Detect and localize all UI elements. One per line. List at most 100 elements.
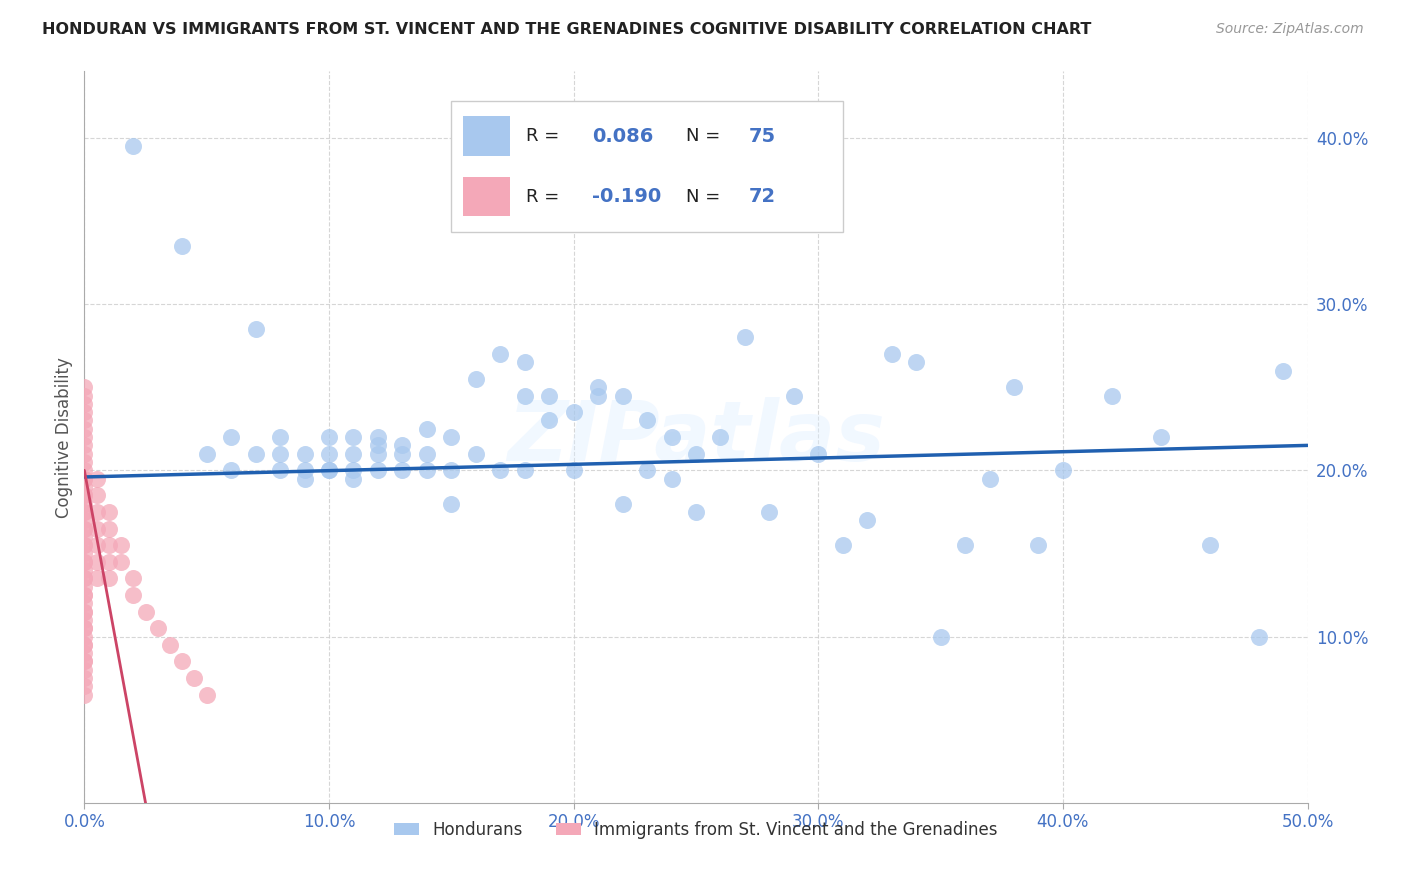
Point <box>86 472 108 486</box>
Point <box>73 638 96 652</box>
Point <box>86 488 108 502</box>
Point <box>73 655 96 669</box>
Point <box>73 555 96 569</box>
Point <box>464 447 486 461</box>
Point <box>953 538 976 552</box>
Point <box>318 463 340 477</box>
Point <box>342 472 364 486</box>
Point <box>342 463 364 477</box>
Point <box>73 621 96 635</box>
Point <box>73 588 96 602</box>
Point <box>122 139 145 153</box>
Point <box>73 663 96 677</box>
Point <box>73 413 96 427</box>
Point <box>73 380 96 394</box>
Point <box>73 613 96 627</box>
Point <box>73 430 96 444</box>
Point <box>562 463 585 477</box>
Point <box>73 546 96 560</box>
Point <box>391 447 413 461</box>
Point <box>391 463 413 477</box>
Point <box>440 463 463 477</box>
Point <box>73 630 96 644</box>
Point <box>86 571 108 585</box>
Point <box>73 472 96 486</box>
Point <box>294 463 316 477</box>
Point <box>73 538 96 552</box>
Point <box>318 447 340 461</box>
Point <box>219 430 242 444</box>
Point <box>86 555 108 569</box>
Point <box>73 580 96 594</box>
Point <box>416 463 439 477</box>
Point <box>73 688 96 702</box>
Point <box>97 521 120 535</box>
Point <box>391 438 413 452</box>
Point <box>416 422 439 436</box>
Point <box>73 605 96 619</box>
Point <box>440 497 463 511</box>
Point <box>73 397 96 411</box>
Point <box>269 463 291 477</box>
Point <box>513 355 536 369</box>
Point <box>97 538 120 552</box>
Point <box>73 671 96 685</box>
Point <box>342 447 364 461</box>
Point <box>73 505 96 519</box>
Point <box>1052 463 1074 477</box>
Point <box>318 430 340 444</box>
Point <box>636 463 658 477</box>
Point <box>73 638 96 652</box>
Point <box>269 430 291 444</box>
Point <box>586 380 609 394</box>
Point <box>73 596 96 610</box>
Point <box>97 505 120 519</box>
Point <box>929 630 952 644</box>
Point <box>86 505 108 519</box>
Point <box>661 472 683 486</box>
Point <box>612 497 634 511</box>
Point <box>269 447 291 461</box>
Point <box>73 521 96 535</box>
Point <box>538 388 561 402</box>
Point <box>1272 363 1295 377</box>
Point <box>758 505 780 519</box>
Point <box>513 463 536 477</box>
Point <box>73 447 96 461</box>
Text: Source: ZipAtlas.com: Source: ZipAtlas.com <box>1216 22 1364 37</box>
Point <box>856 513 879 527</box>
Point <box>905 355 928 369</box>
Point <box>73 530 96 544</box>
Point <box>416 447 439 461</box>
Point <box>73 571 96 585</box>
Point <box>1101 388 1123 402</box>
Point <box>440 430 463 444</box>
Point <box>538 413 561 427</box>
Point <box>219 463 242 477</box>
Point <box>73 538 96 552</box>
Point <box>73 388 96 402</box>
Point <box>122 571 145 585</box>
Point <box>73 505 96 519</box>
Point <box>586 388 609 402</box>
Point <box>110 538 132 552</box>
Text: ZIPatlas: ZIPatlas <box>508 397 884 477</box>
Point <box>146 621 169 635</box>
Point <box>73 405 96 419</box>
Text: HONDURAN VS IMMIGRANTS FROM ST. VINCENT AND THE GRENADINES COGNITIVE DISABILITY : HONDURAN VS IMMIGRANTS FROM ST. VINCENT … <box>42 22 1091 37</box>
Point <box>636 413 658 427</box>
Point <box>159 638 181 652</box>
Point <box>73 463 96 477</box>
Point <box>294 447 316 461</box>
Point <box>73 621 96 635</box>
Point <box>73 588 96 602</box>
Point <box>464 372 486 386</box>
Point <box>73 563 96 577</box>
Point <box>734 330 756 344</box>
Point <box>73 488 96 502</box>
Point <box>489 463 512 477</box>
Point <box>172 239 194 253</box>
Point <box>195 688 218 702</box>
Point <box>294 472 316 486</box>
Point <box>73 422 96 436</box>
